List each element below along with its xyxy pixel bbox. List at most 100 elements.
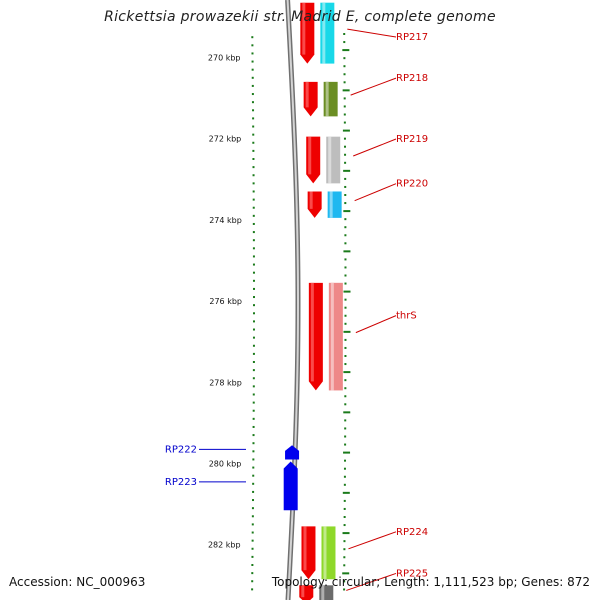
scale-tick-minor: [251, 588, 254, 591]
scale-tick-minor: [343, 73, 346, 76]
scale-tick-minor: [343, 33, 346, 35]
scale-tick-minor: [251, 101, 254, 104]
leader-rp217: [347, 28, 397, 38]
scale-tick-minor: [252, 385, 255, 388]
scale-tick-minor: [252, 458, 255, 461]
scale-tick-minor: [252, 312, 255, 315]
scale-tick-minor: [252, 466, 255, 469]
scale-tick-minor: [343, 507, 346, 510]
gene-rp222-cds: [285, 445, 300, 460]
scale-tick-minor: [343, 137, 346, 140]
scale-tick-minor: [252, 182, 255, 185]
scale-tick-label: 280 kbp: [209, 460, 242, 469]
scale-tick-minor: [344, 234, 347, 237]
scale-tick-minor: [252, 255, 255, 258]
genome-summary-text: Topology: circular; Length: 1,111,523 bp…: [271, 575, 590, 589]
scale-ticks: 270 kbp 272 kbp 274 kbp 276 kbp 278 kbp 280 k…: [208, 33, 351, 591]
scale-tick-minor: [251, 36, 254, 39]
scale-tick-minor: [343, 564, 346, 567]
scale-tick-minor: [343, 540, 346, 543]
scale-tick-minor: [252, 279, 255, 282]
scale-tick-minor: [252, 166, 255, 169]
scale-tick-minor: [251, 52, 254, 55]
scale-tick-minor: [252, 247, 255, 250]
scale-tick-minor: [251, 572, 254, 575]
gene-rp220-cog-shine: [329, 191, 333, 218]
scale-tick-minor: [344, 459, 347, 462]
scale-tick-minor: [251, 523, 254, 526]
scale-tick-minor: [252, 239, 255, 242]
gene-rp225-cog-shine: [321, 585, 325, 600]
scale-tick-minor: [252, 149, 255, 152]
scale-tick-minor: [344, 282, 347, 285]
scale-tick-minor: [344, 266, 347, 269]
scale-tick-minor: [343, 588, 346, 591]
scale-tick-minor: [344, 185, 347, 188]
scale-tick-minor: [252, 361, 255, 363]
scale-tick-minor: [344, 177, 347, 180]
scale-tick-minor: [344, 274, 347, 277]
scale-tick-minor: [252, 401, 255, 404]
scale-tick-minor: [252, 158, 255, 160]
scale-tick-minor: [252, 133, 255, 136]
scale-tick-minor: [344, 338, 347, 341]
map-title: Rickettsia prowazekii str. Madrid E, com…: [104, 9, 496, 25]
scale-tick-minor: [251, 68, 254, 71]
gene-features: [283, 2, 343, 600]
scale-tick-minor: [252, 263, 255, 266]
gene-rp218-cog-shine: [325, 81, 329, 117]
leader-rp219: [353, 138, 397, 157]
scale-tick-minor: [343, 548, 346, 551]
scale-tick-label: 270 kbp: [208, 54, 241, 63]
scale-tick-minor: [344, 419, 347, 422]
scale-tick-minor: [252, 231, 255, 234]
scale-tick-minor: [344, 443, 347, 446]
label-rp225: RP225: [396, 568, 428, 579]
scale-tick-minor: [252, 377, 255, 380]
scale-tick-minor: [344, 242, 347, 245]
scale-tick-minor: [344, 218, 347, 221]
scale-tick-minor: [344, 435, 347, 438]
scale-tick-minor: [252, 109, 255, 112]
scale-tick-minor: [343, 81, 346, 84]
label-rp217: RP217: [396, 32, 428, 43]
scale-tick-label: 274 kbp: [209, 216, 242, 225]
scale-tick-minor: [252, 296, 255, 299]
scale-tick-minor: [252, 320, 255, 323]
leader-rp218: [350, 77, 397, 96]
scale-tick-minor: [344, 298, 347, 301]
scale-tick-label: 278 kbp: [209, 378, 242, 387]
scale-tick-minor: [252, 482, 255, 485]
gene-rp223-cds: [283, 461, 298, 511]
scale-tick-minor: [343, 524, 346, 527]
scale-tick-minor: [251, 580, 254, 583]
scale-tick-minor: [344, 387, 347, 390]
scale-tick-minor: [343, 475, 346, 478]
scale-tick-minor: [343, 121, 346, 124]
leader-thrs: [355, 315, 397, 334]
scale-tick-minor: [251, 93, 254, 96]
scale-tick-minor: [252, 409, 255, 412]
scale-tick-minor: [251, 44, 254, 47]
label-rp222: RP222: [165, 444, 197, 455]
scale-tick-minor: [344, 427, 347, 430]
scale-tick-minor: [343, 41, 346, 44]
scale-tick-minor: [252, 271, 255, 274]
scale-tick-minor: [251, 515, 254, 518]
scale-tick-minor: [252, 434, 255, 437]
gene-labels: RP217 RP218 RP219 RP220 thrS RP222 RP223 RP224 R…: [165, 28, 428, 591]
scale-tick-minor: [252, 206, 255, 209]
gene-rp220-cds-shine: [309, 191, 313, 209]
label-rp220: RP220: [396, 179, 428, 190]
scale-tick-minor: [343, 580, 346, 583]
scale-tick-minor: [344, 403, 347, 406]
scale-tick-minor: [344, 322, 347, 325]
scale-tick-minor: [343, 467, 346, 470]
scale-tick-minor: [251, 547, 254, 550]
scale-tick-minor: [252, 352, 255, 355]
scale-tick-minor: [251, 76, 254, 79]
scale-tick-minor: [252, 198, 255, 201]
scale-tick-minor: [343, 65, 346, 68]
scale-tick-minor: [343, 97, 346, 100]
